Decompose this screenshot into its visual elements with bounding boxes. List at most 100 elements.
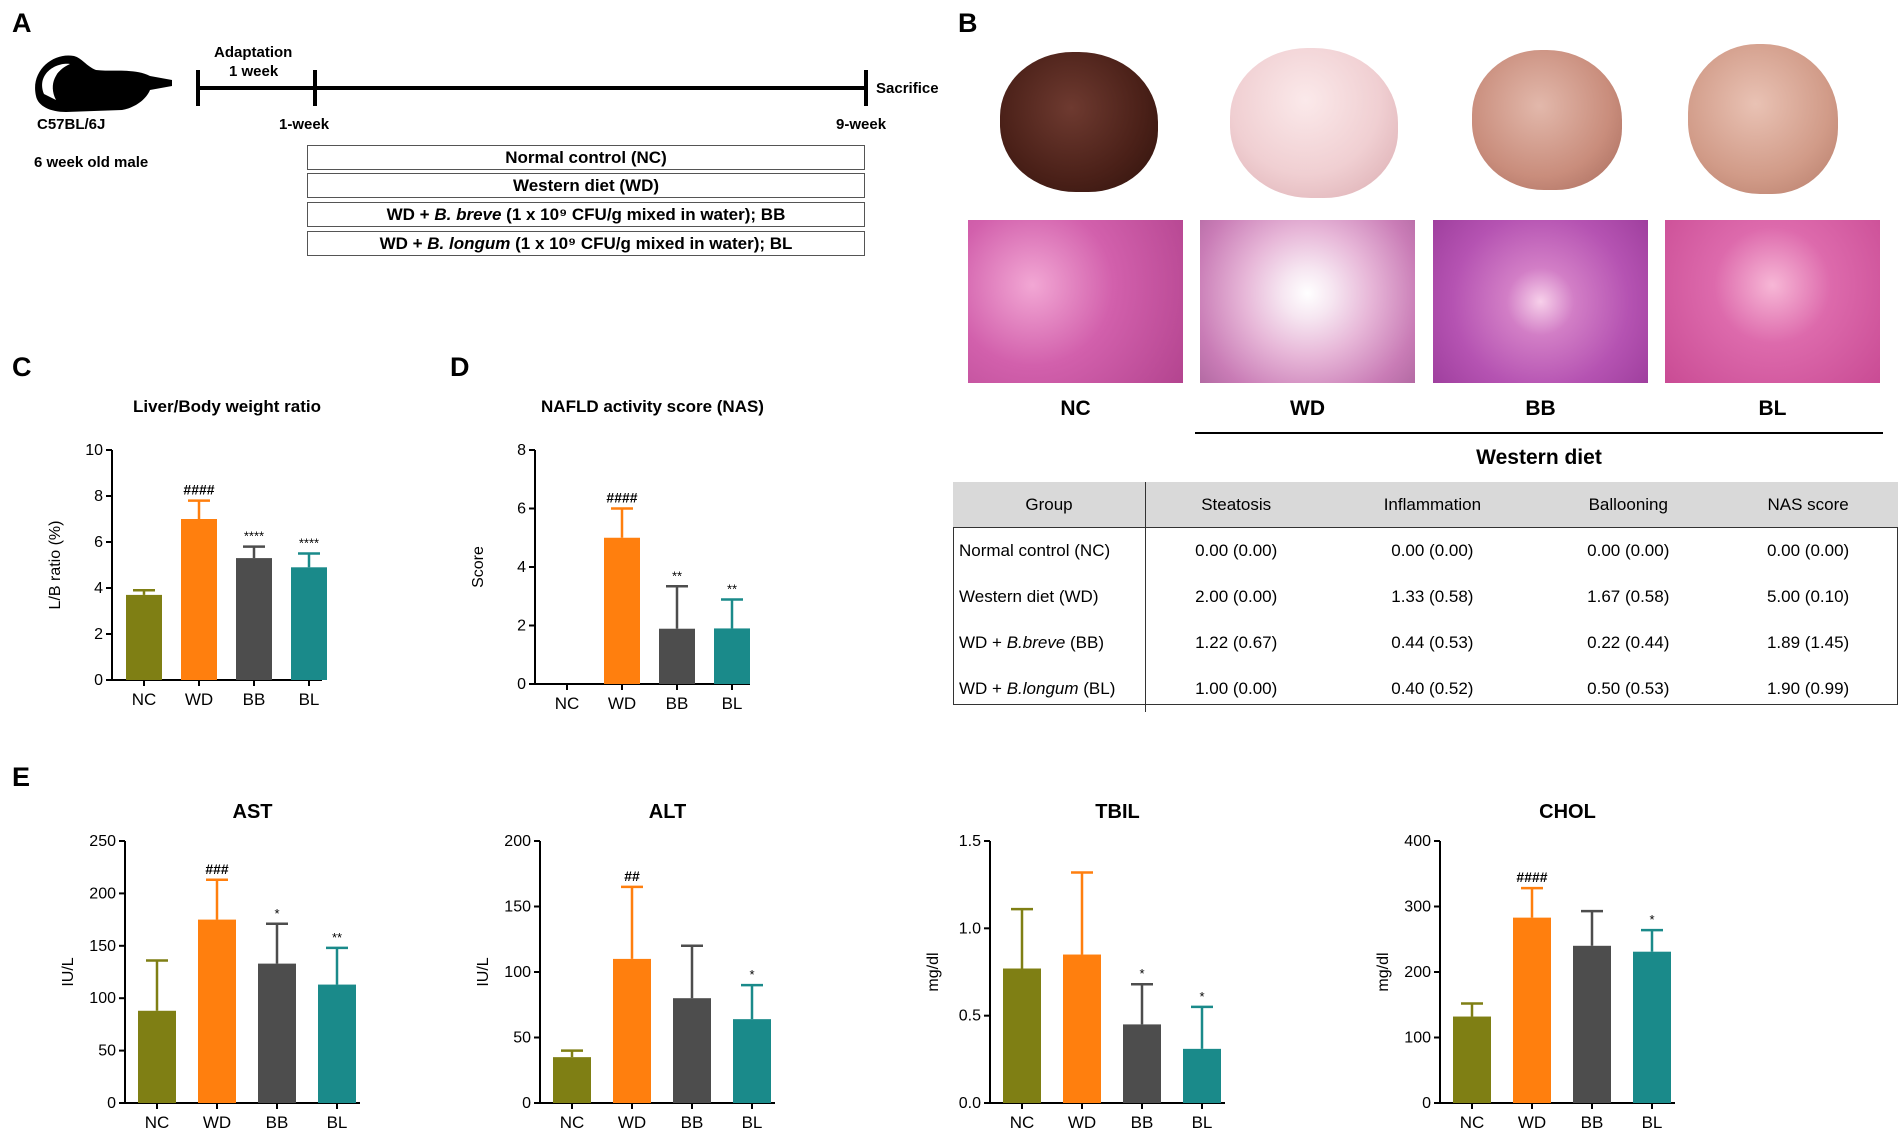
nas-cell: 0.22 (0.44) xyxy=(1587,633,1670,652)
histology-image-wd xyxy=(1200,220,1415,383)
panel-letter-a: A xyxy=(12,8,32,38)
nas-table: Group Steatosis Inflammation Ballooning … xyxy=(953,482,1898,712)
bar-wd xyxy=(613,958,651,1103)
significance-label: * xyxy=(1199,989,1204,1004)
significance-label: ## xyxy=(624,868,640,884)
y-tick-label: 4 xyxy=(94,580,103,597)
panel-letter-b: B xyxy=(958,8,978,38)
significance-label: * xyxy=(1649,912,1654,927)
y-tick-label: 8 xyxy=(517,442,526,459)
nas-cell: 0.00 (0.00) xyxy=(1766,541,1850,560)
y-tick-label: 50 xyxy=(513,1030,531,1047)
y-tick-label: 100 xyxy=(504,964,531,981)
histology-label-bl: BL xyxy=(1758,397,1787,420)
x-tick-label: BL xyxy=(1642,1113,1663,1130)
y-axis-label: IU/L xyxy=(475,957,492,986)
chart-ast: AST IU/L 0 50 100 150 200 250 NC ### WD * BB ** BL xyxy=(60,801,360,1130)
nas-header-inflammation: Inflammation xyxy=(1326,482,1539,528)
chart-title: CHOL xyxy=(1539,801,1596,823)
bar-bl xyxy=(1633,951,1671,1103)
group-box-bb: WD + B. breve (1 x 10⁹ CFU/g mixed in wa… xyxy=(307,202,865,227)
nas-cell: 1.90 (0.99) xyxy=(1766,679,1850,698)
bar-bb xyxy=(258,963,296,1103)
nas-cell: 1.89 (1.45) xyxy=(1766,633,1850,652)
significance-label: * xyxy=(1139,966,1144,981)
group-box-bl: WD + B. longum (1 x 10⁹ CFU/g mixed in w… xyxy=(307,231,865,256)
nas-header-score: NAS score xyxy=(1718,482,1898,528)
chart-title: ALT xyxy=(649,801,686,823)
y-tick-label: 0 xyxy=(107,1095,116,1112)
y-tick-label: 200 xyxy=(504,833,531,850)
bar-bb xyxy=(236,558,272,680)
nas-table-header-row: Group Steatosis Inflammation Ballooning … xyxy=(953,482,1898,528)
nas-cell: 0.40 (0.52) xyxy=(1391,679,1474,698)
nas-cell: 1.67 (0.58) xyxy=(1587,587,1670,606)
panel-letter-e: E xyxy=(12,762,31,792)
y-tick-label: 150 xyxy=(89,938,116,955)
nas-cell: 0.44 (0.53) xyxy=(1391,633,1474,652)
bar-bl xyxy=(291,567,327,680)
nas-cell: 0.00 (0.00) xyxy=(1587,541,1670,560)
y-tick-label: 0 xyxy=(1422,1095,1431,1112)
nas-cell: 1.00 (0.00) xyxy=(1195,679,1278,698)
group-box-wd: Western diet (WD) xyxy=(307,173,865,198)
nas-group-cell: Normal control (NC) xyxy=(953,527,1146,574)
nas-cell: 0.00 (0.00) xyxy=(1195,541,1278,560)
table-row: WD + B.longum (BL) 1.00 (0.00) 0.40 (0.5… xyxy=(953,666,1898,712)
nas-cell: 5.00 (0.10) xyxy=(1766,587,1850,606)
y-tick-label: 0.0 xyxy=(959,1095,981,1112)
bar-nc xyxy=(138,1010,176,1103)
end-week-label: 9-week xyxy=(836,116,887,133)
nas-cell: 1.22 (0.67) xyxy=(1195,633,1278,652)
chart-nas-score: NAFLD activity score (NAS) Score 0 2 4 6 8 NC ##… xyxy=(470,397,764,713)
x-tick-label: WD xyxy=(185,690,213,709)
table-row: Normal control (NC) 0.00 (0.00) 0.00 (0.… xyxy=(953,527,1898,574)
bar-nc xyxy=(1003,968,1041,1103)
bar-bb xyxy=(659,628,695,684)
liver-photo-bb xyxy=(1472,50,1622,190)
bar-bb xyxy=(673,998,711,1103)
histology-image-nc xyxy=(968,220,1183,383)
western-diet-bracket xyxy=(1195,432,1883,434)
significance-label: #### xyxy=(1516,869,1547,885)
bar-wd xyxy=(1063,954,1101,1103)
x-tick-label: NC xyxy=(132,690,157,709)
significance-label: ** xyxy=(727,581,737,596)
panel-letter-c: C xyxy=(12,352,32,382)
histology-image-bb xyxy=(1433,220,1648,383)
significance-label: ** xyxy=(672,568,682,583)
group-box-nc: Normal control (NC) xyxy=(307,145,865,170)
bar-nc xyxy=(126,594,162,680)
y-tick-label: 2 xyxy=(517,618,526,635)
x-tick-label: WD xyxy=(203,1113,231,1130)
bar-bb xyxy=(1573,945,1611,1103)
y-tick-label: 1.5 xyxy=(959,833,981,850)
start-week-label: 1-week xyxy=(279,116,330,133)
histology-label-nc: NC xyxy=(1060,397,1091,420)
chart-chol: CHOL mg/dl 0 100 200 300 400 NC #### WD BB * BL xyxy=(1375,801,1675,1130)
y-tick-label: 2 xyxy=(94,626,103,643)
x-tick-label: WD xyxy=(618,1113,646,1130)
x-tick-label: NC xyxy=(145,1113,170,1130)
x-tick-label: NC xyxy=(1460,1113,1485,1130)
x-tick-label: BL xyxy=(722,694,743,713)
bar-nc xyxy=(1453,1016,1491,1103)
histology-label-bb: BB xyxy=(1525,397,1556,420)
bar-bl xyxy=(1183,1048,1221,1103)
y-tick-label: 250 xyxy=(89,833,116,850)
panel-letter-d: D xyxy=(450,352,470,382)
x-tick-label: NC xyxy=(1010,1113,1035,1130)
y-tick-label: 100 xyxy=(1404,1030,1431,1047)
nas-cell: 2.00 (0.00) xyxy=(1195,587,1278,606)
significance-label: **** xyxy=(244,529,264,544)
nas-cell: 0.50 (0.53) xyxy=(1587,679,1670,698)
significance-label: #### xyxy=(183,482,214,498)
y-axis-label: L/B ratio (%) xyxy=(47,521,64,610)
y-tick-label: 400 xyxy=(1404,833,1431,850)
y-tick-label: 10 xyxy=(85,442,103,459)
chart-title: AST xyxy=(233,801,273,823)
histology-label-wd: WD xyxy=(1290,397,1325,420)
x-tick-label: BL xyxy=(1192,1113,1213,1130)
y-tick-label: 4 xyxy=(517,559,526,576)
chart-liver-body-ratio: Liver/Body weight ratio L/B ratio (%) 0 2 4 6… xyxy=(47,397,327,709)
